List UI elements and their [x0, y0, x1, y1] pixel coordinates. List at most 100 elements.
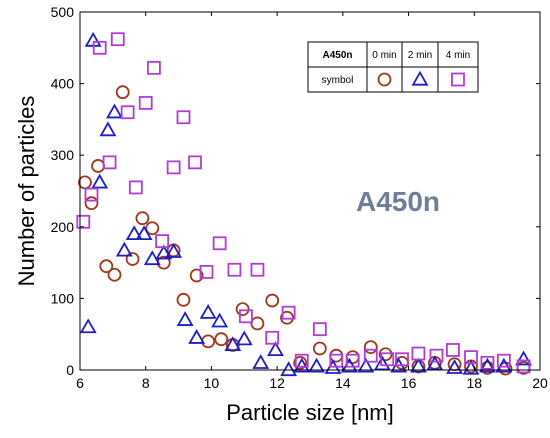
data-point: [250, 316, 265, 331]
data-point: [235, 302, 250, 317]
data-point: [99, 259, 114, 274]
data-point: [106, 103, 123, 119]
data-point: [280, 361, 298, 377]
data-point: [145, 221, 160, 236]
data-point: [199, 304, 217, 319]
data-point: [293, 355, 308, 370]
data-point: [235, 330, 253, 346]
legend-table: A450n symbol 0 min 2 min 4 min: [307, 41, 479, 93]
x-tick-label: 12: [269, 375, 285, 391]
data-point: [357, 357, 375, 373]
x-tick-label: 20: [532, 375, 548, 391]
data-point: [91, 173, 109, 189]
data-point: [373, 355, 391, 371]
data-point: [495, 357, 513, 373]
data-point: [115, 85, 130, 100]
data-point: [92, 40, 107, 55]
data-point: [345, 353, 360, 368]
x-axis-title: Particle size [nm]: [226, 400, 394, 425]
data-point: [212, 236, 227, 251]
x-tick-label: 16: [401, 375, 417, 391]
data-point: [188, 155, 202, 170]
data-point: [252, 354, 270, 369]
data-point: [76, 214, 91, 229]
x-tick-label: 6: [76, 375, 84, 391]
data-point: [115, 241, 133, 257]
data-point: [165, 243, 183, 258]
y-tick-label: 0: [66, 362, 74, 378]
data-point: [411, 346, 426, 361]
legend-corner-label: A450n: [322, 50, 352, 61]
data-point: [363, 340, 378, 354]
data-point: [227, 262, 242, 277]
data-point: [176, 311, 194, 326]
data-point: [378, 347, 393, 362]
data-point: [155, 234, 170, 249]
data-point: [464, 350, 478, 365]
data-point: [120, 105, 135, 120]
data-point: [79, 318, 97, 334]
data-point: [110, 32, 125, 47]
data-point: [250, 262, 265, 277]
legend-row-label: symbol: [322, 75, 354, 86]
data-point: [380, 352, 395, 367]
data-point: [480, 355, 495, 370]
data-point: [102, 155, 117, 170]
data-point: [176, 110, 191, 125]
data-point: [280, 310, 294, 325]
data-point: [99, 121, 117, 137]
plot-marks: [76, 31, 533, 377]
data-point: [211, 312, 229, 328]
y-tick-label: 400: [51, 76, 75, 92]
data-point: [143, 250, 161, 266]
data-point: [265, 330, 280, 345]
data-point: [135, 225, 153, 241]
data-point: [265, 293, 280, 308]
data-point: [409, 357, 427, 373]
data-point: [176, 292, 191, 307]
x-tick-label: 10: [204, 375, 220, 391]
data-point: [363, 348, 378, 363]
data-point: [294, 353, 309, 368]
data-point: [446, 343, 460, 357]
legend-symbol: [377, 72, 392, 87]
x-tick-label: 14: [335, 375, 351, 391]
data-point: [312, 322, 327, 337]
y-axis-title: Number of particles: [14, 96, 39, 287]
data-point: [239, 309, 253, 324]
legend-column-label: 0 min: [372, 50, 396, 61]
series-square: [76, 32, 531, 374]
data-point: [125, 225, 143, 241]
y-tick-label: 200: [51, 219, 75, 235]
data-point: [515, 350, 533, 366]
data-point: [312, 341, 327, 356]
sample-annotation: A450n: [356, 186, 440, 217]
data-point: [516, 359, 531, 374]
data-point: [426, 355, 444, 371]
y-tick-label: 100: [51, 290, 75, 306]
data-point: [188, 329, 206, 344]
y-tick-label: 300: [51, 147, 75, 163]
data-point: [84, 187, 99, 202]
data-point: [128, 180, 143, 195]
data-point: [107, 267, 122, 282]
plot-frame: [79, 11, 541, 371]
data-point: [293, 357, 311, 373]
legend-symbol: [411, 70, 429, 86]
data-point: [135, 211, 150, 226]
data-point: [189, 268, 204, 283]
data-point: [395, 352, 409, 367]
data-point: [308, 357, 326, 373]
data-point: [281, 305, 296, 320]
legend-symbol: [451, 72, 465, 87]
data-point: [199, 265, 214, 279]
x-tick-label: 8: [142, 375, 150, 391]
data-point: [125, 252, 140, 266]
data-point: [429, 348, 444, 363]
data-point: [155, 244, 173, 260]
legend-column-label: 2 min: [408, 50, 432, 61]
data-point: [84, 196, 99, 211]
data-point: [214, 332, 229, 347]
